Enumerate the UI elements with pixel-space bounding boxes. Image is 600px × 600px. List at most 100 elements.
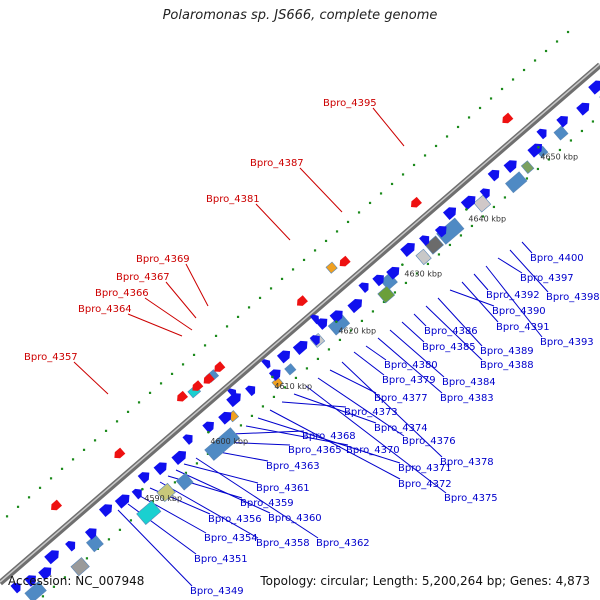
- label-connector: [73, 361, 109, 395]
- backbone: [0, 62, 600, 586]
- skew-dot: [115, 420, 119, 423]
- gene-label: Bpro_4379: [382, 375, 436, 386]
- skew-dot: [379, 192, 383, 195]
- forward-genes: [10, 80, 600, 594]
- gene-label: Bpro_4376: [402, 436, 456, 447]
- scale-tick-mark: [335, 320, 338, 323]
- gene-arrow: [24, 575, 36, 587]
- gene-label: Bpro_4372: [398, 479, 452, 490]
- gene-arrow: [226, 393, 241, 408]
- skew-dot: [415, 272, 419, 275]
- feature-block-rect: [520, 160, 535, 174]
- skew-dot: [184, 471, 188, 474]
- gene-label: Bpro_4359: [240, 498, 294, 509]
- label-connector: [521, 241, 533, 254]
- feature-block: [325, 261, 338, 274]
- gene-arrow: [400, 242, 415, 257]
- skew-dot: [203, 344, 207, 347]
- label-connector: [473, 273, 489, 291]
- label-connector: [341, 361, 443, 458]
- reverse-feature-shape: [411, 196, 422, 208]
- skew-dot: [118, 528, 122, 531]
- skew-dot: [247, 306, 251, 309]
- gene-label: Bpro_4391: [496, 322, 550, 333]
- skew-dot: [591, 120, 595, 123]
- gene-label: Bpro_4393: [540, 337, 594, 348]
- skew-dot: [236, 315, 240, 319]
- feature-block-rect: [553, 125, 569, 141]
- feature-block: [204, 427, 241, 461]
- reverse-feature: [177, 390, 189, 402]
- gene-arrow-shape: [442, 207, 457, 221]
- gc-skew-dots: [5, 30, 595, 598]
- skew-dot: [250, 414, 254, 417]
- skew-dot: [192, 353, 196, 356]
- label-connector: [269, 409, 401, 480]
- label-connector: [437, 297, 483, 347]
- label-connector: [413, 313, 427, 327]
- skew-dot: [393, 291, 397, 294]
- gene-arrow-shape: [292, 340, 308, 355]
- skew-dot: [214, 334, 218, 338]
- gene-arrow-shape: [372, 274, 384, 287]
- feature-block-rect: [473, 194, 492, 213]
- feature-block-rect: [156, 482, 176, 502]
- label-connector: [144, 297, 193, 331]
- gene-arrow-shape: [114, 494, 130, 509]
- skew-dot: [445, 135, 449, 138]
- scale-tick-label: 4590 kbp: [144, 494, 182, 503]
- gene-arrow-shape: [358, 282, 369, 293]
- gene-label: Bpro_4362: [316, 538, 370, 549]
- feature-block-rect: [424, 235, 444, 255]
- skew-dot: [5, 515, 9, 518]
- skew-dot: [478, 106, 482, 110]
- skew-dot: [481, 215, 485, 218]
- gene-arrow-shape: [98, 504, 113, 518]
- skew-dot: [500, 87, 504, 91]
- scale-tick-mark: [465, 208, 468, 211]
- label-connector: [377, 337, 443, 394]
- skew-dot: [412, 163, 416, 167]
- feature-block: [136, 500, 162, 525]
- scale-tick-label: 4640 kbp: [468, 214, 506, 223]
- feature-block: [415, 248, 432, 266]
- skew-dot: [346, 220, 350, 224]
- skew-dot: [82, 448, 86, 451]
- skew-dot: [434, 144, 438, 148]
- gene-label: Bpro_4397: [520, 273, 574, 284]
- gene-arrow-shape: [276, 350, 291, 364]
- label-connector: [231, 430, 305, 435]
- label-connector: [127, 313, 183, 337]
- reverse-feature: [51, 499, 63, 511]
- feature-block: [377, 285, 396, 304]
- label-connector: [449, 289, 495, 307]
- label-connector: [185, 263, 209, 307]
- gene-arrow: [576, 102, 590, 116]
- skew-dot: [16, 505, 20, 508]
- skew-dot: [126, 410, 130, 413]
- gene-arrow: [347, 298, 363, 314]
- gene-arrow: [309, 335, 320, 346]
- gene-arrow: [329, 310, 343, 324]
- label-connector: [372, 107, 405, 147]
- gene-arrow-shape: [419, 235, 430, 246]
- scale-tick-mark: [537, 145, 540, 149]
- gene-arrow-shape: [245, 385, 256, 397]
- reverse-features: [51, 112, 514, 511]
- gene-arrow-shape: [556, 115, 568, 128]
- gene-arrow-shape: [218, 411, 232, 425]
- gene-label: Bpro_4370: [346, 445, 400, 456]
- gene-label: Bpro_4386: [424, 326, 478, 337]
- accession-text: Accession: NC_007948: [8, 574, 145, 588]
- gene-arrow-shape: [329, 310, 343, 324]
- skew-dot: [566, 30, 570, 34]
- skew-dot: [148, 391, 152, 394]
- skew-dot: [52, 585, 56, 588]
- reverse-feature-shape: [297, 295, 308, 306]
- gene-label: Bpro_4358: [256, 538, 310, 549]
- skew-dot: [283, 386, 287, 389]
- gene-arrow: [84, 528, 97, 540]
- gene-arrow-shape: [386, 266, 400, 280]
- feature-block-rect: [325, 261, 338, 274]
- skew-dot: [85, 557, 89, 560]
